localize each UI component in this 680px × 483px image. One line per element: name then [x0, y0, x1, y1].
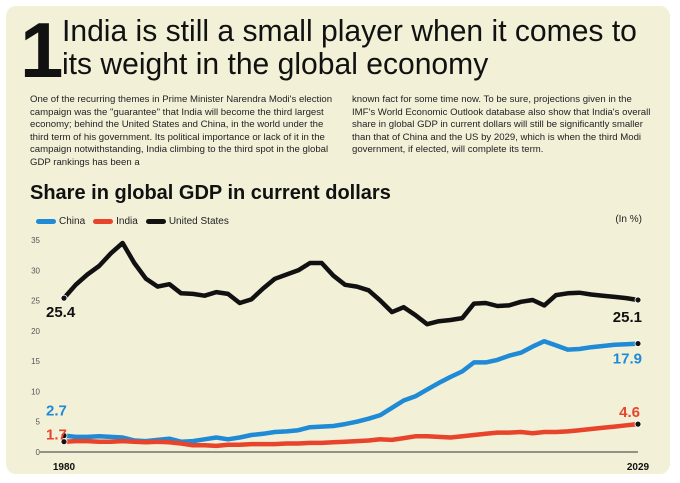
y-tick-label: 35 — [31, 236, 40, 245]
endpoint-dot-us-end — [634, 296, 642, 304]
endpoint-dot-china-end — [634, 340, 642, 347]
data-label-india-end: 4.6 — [619, 404, 640, 421]
endpoint-dot-india-end — [634, 420, 642, 428]
legend-swatch-china — [36, 218, 56, 224]
chart-legend: China India United States — [36, 214, 237, 228]
y-tick-label: 20 — [31, 327, 40, 336]
series-line-india — [61, 421, 641, 449]
x-tick-label-end: 2029 — [627, 462, 650, 473]
legend-label-china: China — [59, 215, 86, 227]
data-label-china-end: 17.9 — [613, 351, 642, 368]
y-tick-label: 0 — [36, 448, 41, 457]
chart-title: Share in global GDP in current dollars — [30, 182, 391, 204]
y-tick-label: 25 — [31, 297, 40, 306]
legend-swatch-india — [93, 218, 114, 224]
endpoint-dot-india-start — [60, 438, 68, 446]
body-text-left: One of the recurring themes in Prime Min… — [30, 94, 333, 168]
series-line-china — [61, 338, 641, 444]
y-tick-label: 15 — [31, 357, 40, 366]
headline: India is still a small player when it co… — [62, 14, 644, 80]
units-label: (In %) — [615, 214, 642, 225]
legend-item-china: China — [36, 216, 85, 227]
data-label-india-start: 1.7 — [46, 427, 67, 444]
legend-label-us: United States — [168, 215, 229, 227]
legend-item-india: India — [93, 216, 138, 227]
data-label-china-start: 2.7 — [46, 403, 67, 420]
legend-swatch-us — [145, 218, 166, 224]
y-tick-label: 10 — [31, 387, 40, 396]
legend-label-india: India — [116, 215, 138, 227]
infographic-card: 1 India is still a small player when it … — [6, 6, 670, 474]
data-label-us-start: 25.4 — [46, 304, 76, 321]
y-tick-label: 30 — [31, 266, 40, 275]
body-text-right: known fact for some time now. To be sure… — [352, 94, 651, 156]
endpoint-dot-us-start — [60, 294, 68, 302]
data-label-us-end: 25.1 — [613, 309, 642, 326]
series-line-us — [61, 240, 641, 327]
section-number: 1 — [20, 6, 63, 94]
x-tick-label-start: 1980 — [53, 462, 76, 473]
headline-line-2: its weight in the global economy — [62, 46, 489, 81]
y-tick-label: 5 — [36, 418, 41, 427]
headline-line-1: India is still a small player when it co… — [62, 13, 637, 48]
legend-item-us: United States — [145, 215, 229, 227]
